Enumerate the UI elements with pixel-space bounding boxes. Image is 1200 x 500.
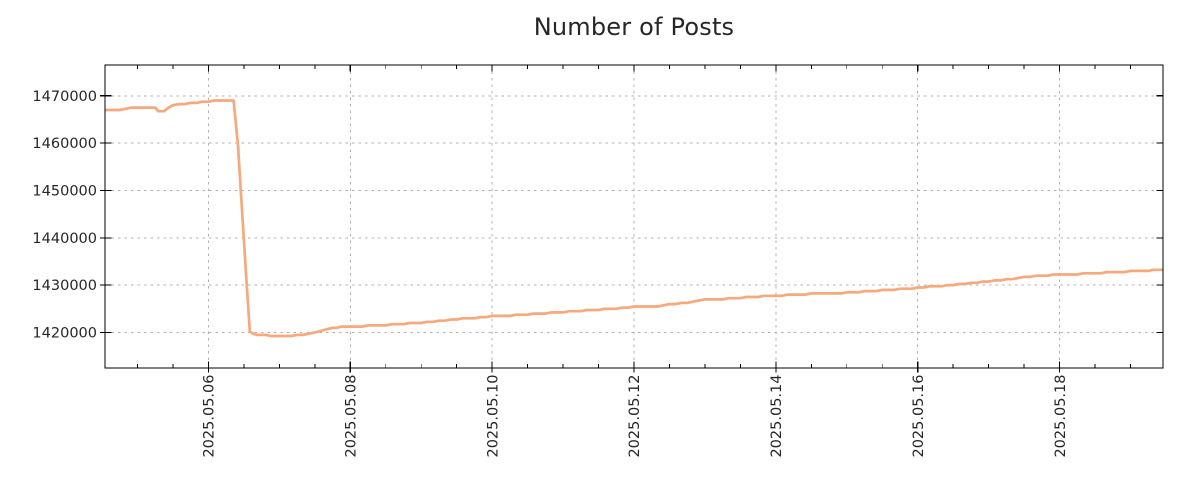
series-line bbox=[105, 99, 1163, 338]
x-tick-label: 2025.05.16 bbox=[911, 375, 927, 458]
x-tick-label: 2025.05.06 bbox=[202, 375, 218, 458]
y-tick-label: 1440000 bbox=[32, 231, 97, 247]
y-tick-label: 1450000 bbox=[32, 183, 97, 199]
x-tick-label: 2025.05.18 bbox=[1053, 375, 1069, 458]
x-tick-label: 2025.05.08 bbox=[343, 375, 359, 458]
x-tick-label: 2025.05.12 bbox=[627, 375, 643, 458]
y-tick-label: 1470000 bbox=[32, 89, 97, 105]
y-tick-label: 1430000 bbox=[32, 278, 97, 294]
plot-border bbox=[104, 64, 1164, 369]
y-tick-label: 1460000 bbox=[32, 136, 97, 152]
chart-title: Number of Posts bbox=[533, 13, 735, 41]
x-tick-label: 2025.05.10 bbox=[485, 374, 501, 457]
x-tick-label: 2025.05.14 bbox=[769, 375, 785, 458]
y-tick-label: 1420000 bbox=[32, 325, 97, 341]
